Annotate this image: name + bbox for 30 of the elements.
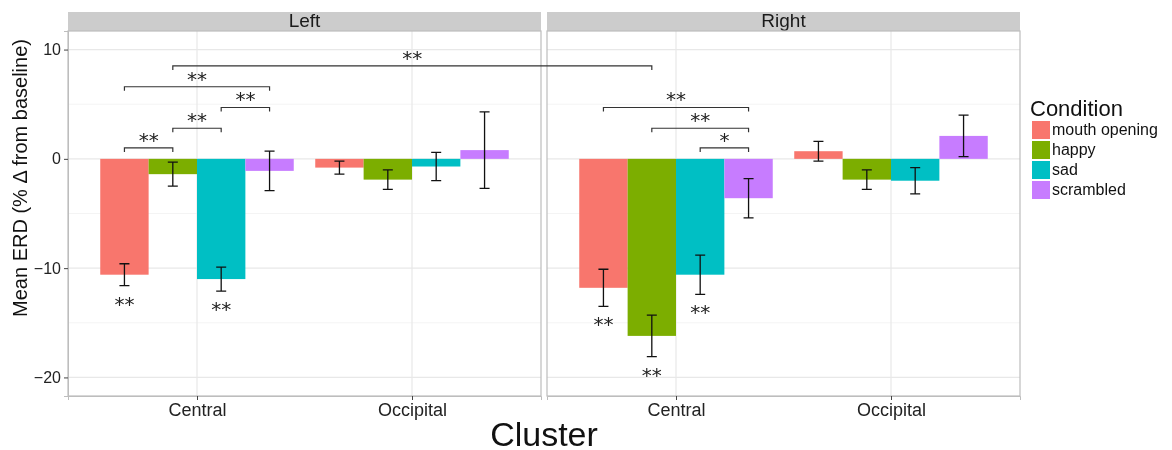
annotation: ** [187,108,207,133]
x-tick-label: Central [647,399,706,420]
annotation: ** [114,291,135,316]
annotation: ** [666,87,686,112]
annotation: ** [402,45,423,70]
chart-title: Right [761,10,807,31]
legend-label: sad [1052,161,1078,178]
x-tick-label: Central [168,399,227,420]
annotation: ** [690,108,711,133]
annotation: ** [690,300,711,325]
legend-label: scrambled [1052,181,1126,198]
y-tick-label: −20 [33,369,62,387]
legend-label: happy [1052,141,1096,158]
annotation: * [719,127,730,152]
annotation: ** [138,127,159,152]
annotation: ** [187,66,207,91]
annotation: ** [641,362,662,387]
x-tick-label: Occipital [856,399,927,420]
y-tick-label: −10 [33,259,62,277]
legend-title: Condition [1030,96,1123,121]
y-tick-label: 10 [43,41,62,59]
x-tick-label: Occipital [377,399,448,420]
legend-label: mouth opening [1052,121,1158,138]
annotation: ** [593,312,614,337]
chart-title: Left [288,10,322,31]
annotation: ** [235,87,256,112]
x-axis-title: Cluster [490,415,598,450]
y-tick-label: 0 [52,150,62,168]
y-axis-title: Mean ERD (% Δ from baseline) [9,39,31,317]
annotation: ** [211,297,232,322]
